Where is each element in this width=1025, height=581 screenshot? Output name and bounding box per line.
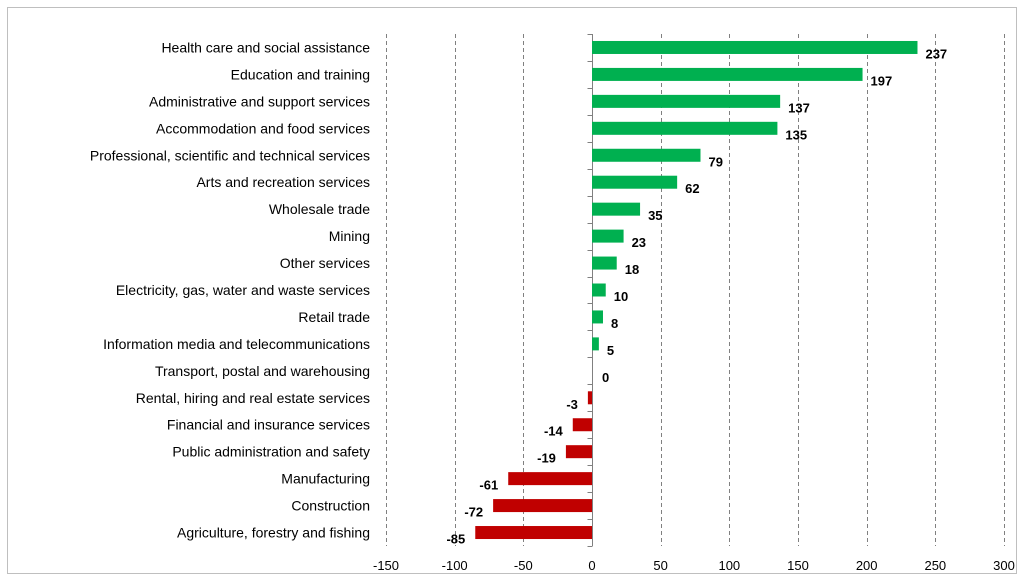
data-label: 23 xyxy=(632,235,646,250)
data-label: 62 xyxy=(685,181,699,196)
data-label: 79 xyxy=(708,154,722,169)
category-label: Retail trade xyxy=(298,309,370,325)
bar xyxy=(592,148,701,162)
data-label: 35 xyxy=(648,208,662,223)
category-label: Agriculture, forestry and fishing xyxy=(177,525,370,541)
x-tick-label: -50 xyxy=(514,558,533,573)
x-tick-label: 0 xyxy=(588,558,595,573)
category-label: Other services xyxy=(280,255,370,271)
bar xyxy=(592,40,918,54)
bar xyxy=(565,445,592,459)
category-label: Construction xyxy=(291,498,370,514)
data-label: -85 xyxy=(446,532,465,547)
category-label: Professional, scientific and technical s… xyxy=(90,147,370,163)
x-tick-label: -150 xyxy=(373,558,399,573)
category-label: Information media and telecommunications xyxy=(103,336,370,352)
bar xyxy=(592,310,603,324)
data-label: -14 xyxy=(544,424,564,439)
bar xyxy=(475,526,592,540)
bar xyxy=(592,229,624,243)
category-labels: Health care and social assistance Educati… xyxy=(90,39,370,540)
data-label: -19 xyxy=(537,451,556,466)
bar xyxy=(592,283,606,297)
bar xyxy=(592,202,641,216)
bar xyxy=(592,337,599,351)
data-label: 18 xyxy=(625,262,639,277)
data-label: 137 xyxy=(788,100,810,115)
category-label: Mining xyxy=(329,228,370,244)
x-axis-tick-labels: -150 -100 -50 0 50 100 150 200 250 300 xyxy=(373,558,1015,573)
bar xyxy=(592,121,778,135)
category-label: Transport, postal and warehousing xyxy=(155,363,370,379)
category-label: Administrative and support services xyxy=(149,93,370,109)
x-tick-label: 150 xyxy=(787,558,809,573)
bar xyxy=(592,94,781,108)
category-label: Financial and insurance services xyxy=(167,417,370,433)
category-label: Accommodation and food services xyxy=(156,120,370,136)
data-label: 135 xyxy=(785,127,807,142)
x-tick-label: 300 xyxy=(993,558,1015,573)
bar xyxy=(508,472,592,486)
data-label: 0 xyxy=(602,370,609,385)
data-label: 5 xyxy=(607,343,614,358)
x-tick-label: -100 xyxy=(442,558,468,573)
bar xyxy=(592,256,617,270)
category-label: Rental, hiring and real estate services xyxy=(136,390,370,406)
category-label: Arts and recreation services xyxy=(196,174,370,190)
data-label: -61 xyxy=(479,478,498,493)
x-tick-label: 250 xyxy=(924,558,946,573)
data-label: 10 xyxy=(614,289,628,304)
bar xyxy=(587,391,592,405)
data-label: 8 xyxy=(611,316,618,331)
bar xyxy=(592,67,863,81)
bar xyxy=(493,499,592,513)
bars xyxy=(475,40,918,540)
bar xyxy=(572,418,592,432)
category-label: Manufacturing xyxy=(281,471,370,487)
category-label: Electricity, gas, water and waste servic… xyxy=(116,282,370,298)
data-label: 197 xyxy=(871,73,893,88)
x-tick-label: 100 xyxy=(718,558,740,573)
category-label: Education and training xyxy=(231,66,370,82)
data-label: -3 xyxy=(566,397,578,412)
data-label: -72 xyxy=(464,505,483,520)
x-tick-label: 50 xyxy=(653,558,667,573)
bar xyxy=(592,175,678,189)
x-tick-label: 200 xyxy=(856,558,878,573)
category-label: Public administration and safety xyxy=(172,444,370,460)
data-label: 237 xyxy=(925,46,947,61)
gridlines xyxy=(386,34,1005,547)
category-label: Health care and social assistance xyxy=(161,39,370,55)
category-label: Wholesale trade xyxy=(269,201,370,217)
